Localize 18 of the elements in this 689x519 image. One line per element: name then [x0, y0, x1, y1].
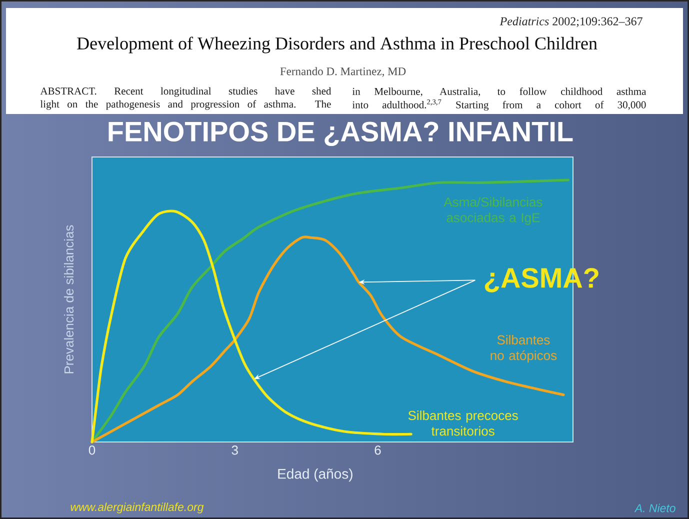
x-tick-label: 3 — [232, 446, 238, 455]
chart-title: FENOTIPOS DE ¿ASMA? INFANTIL — [108, 122, 573, 146]
series-label: Silbantes precoces transitorios — [408, 410, 518, 436]
text: A. Nieto — [634, 504, 676, 512]
text: Development of Wheezing Disorders and Asthma in Preschool Children — [77, 36, 598, 54]
x-tick-label: 0 — [88, 446, 96, 455]
text: light on the pathogenesis and progression of asthma. The — [40, 100, 331, 110]
text: Pediatrics 2002;109:362–367 — [500, 16, 642, 28]
text: ABSTRACT. Recent longitudinal studies have shed — [40, 87, 332, 97]
text: in Melbourne, Australia, to follow childhood asthma — [352, 87, 646, 96]
series-label: Asma/Sibilancias asociadas a IgE — [444, 197, 542, 225]
x-tick-label: 6 — [374, 446, 381, 455]
x-axis-title: Edad (años) — [278, 468, 352, 482]
text: into adulthood.$^{2,3,7}$ Starting from a cohort of 30,000 — [352, 99, 646, 111]
text: www.alergiainfantillafe.org — [70, 502, 204, 514]
y-axis-title: Prevalencia de sibilancias — [64, 225, 74, 374]
text: Fernando D. Martinez, MD — [280, 67, 406, 77]
series-label: Silbantes no atópicos — [490, 334, 557, 363]
